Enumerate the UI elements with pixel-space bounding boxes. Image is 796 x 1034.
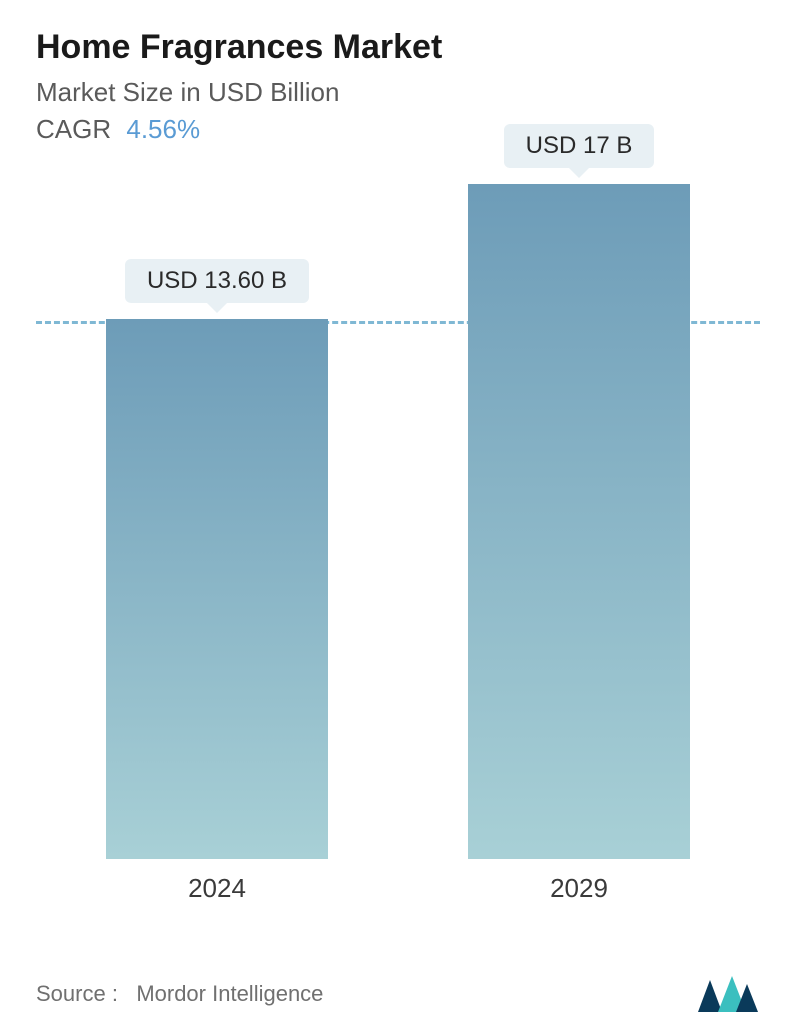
- footer: Source : Mordor Intelligence: [36, 974, 760, 1014]
- chart-container: Home Fragrances Market Market Size in US…: [0, 0, 796, 1034]
- bar-group-1: USD 17 B 2029: [416, 124, 742, 904]
- bar-group-0: USD 13.60 B 2024: [54, 259, 380, 904]
- mordor-logo-icon: [696, 974, 760, 1014]
- x-label-0: 2024: [188, 873, 246, 904]
- chart-area: USD 13.60 B 2024 USD 17 B 2029: [36, 163, 760, 964]
- chart-subtitle: Market Size in USD Billion: [36, 77, 760, 108]
- value-badge-1: USD 17 B: [504, 124, 655, 168]
- source-label: Source :: [36, 981, 118, 1006]
- source-text: Source : Mordor Intelligence: [36, 981, 323, 1007]
- value-badge-0: USD 13.60 B: [125, 259, 309, 303]
- source-name: Mordor Intelligence: [136, 981, 323, 1006]
- bar-1: [468, 184, 690, 859]
- bar-0: [106, 319, 328, 859]
- chart-title: Home Fragrances Market: [36, 28, 760, 67]
- x-label-1: 2029: [550, 873, 608, 904]
- bars-wrap: USD 13.60 B 2024 USD 17 B 2029: [36, 163, 760, 904]
- cagr-label: CAGR: [36, 114, 111, 144]
- cagr-value: 4.56%: [126, 114, 200, 144]
